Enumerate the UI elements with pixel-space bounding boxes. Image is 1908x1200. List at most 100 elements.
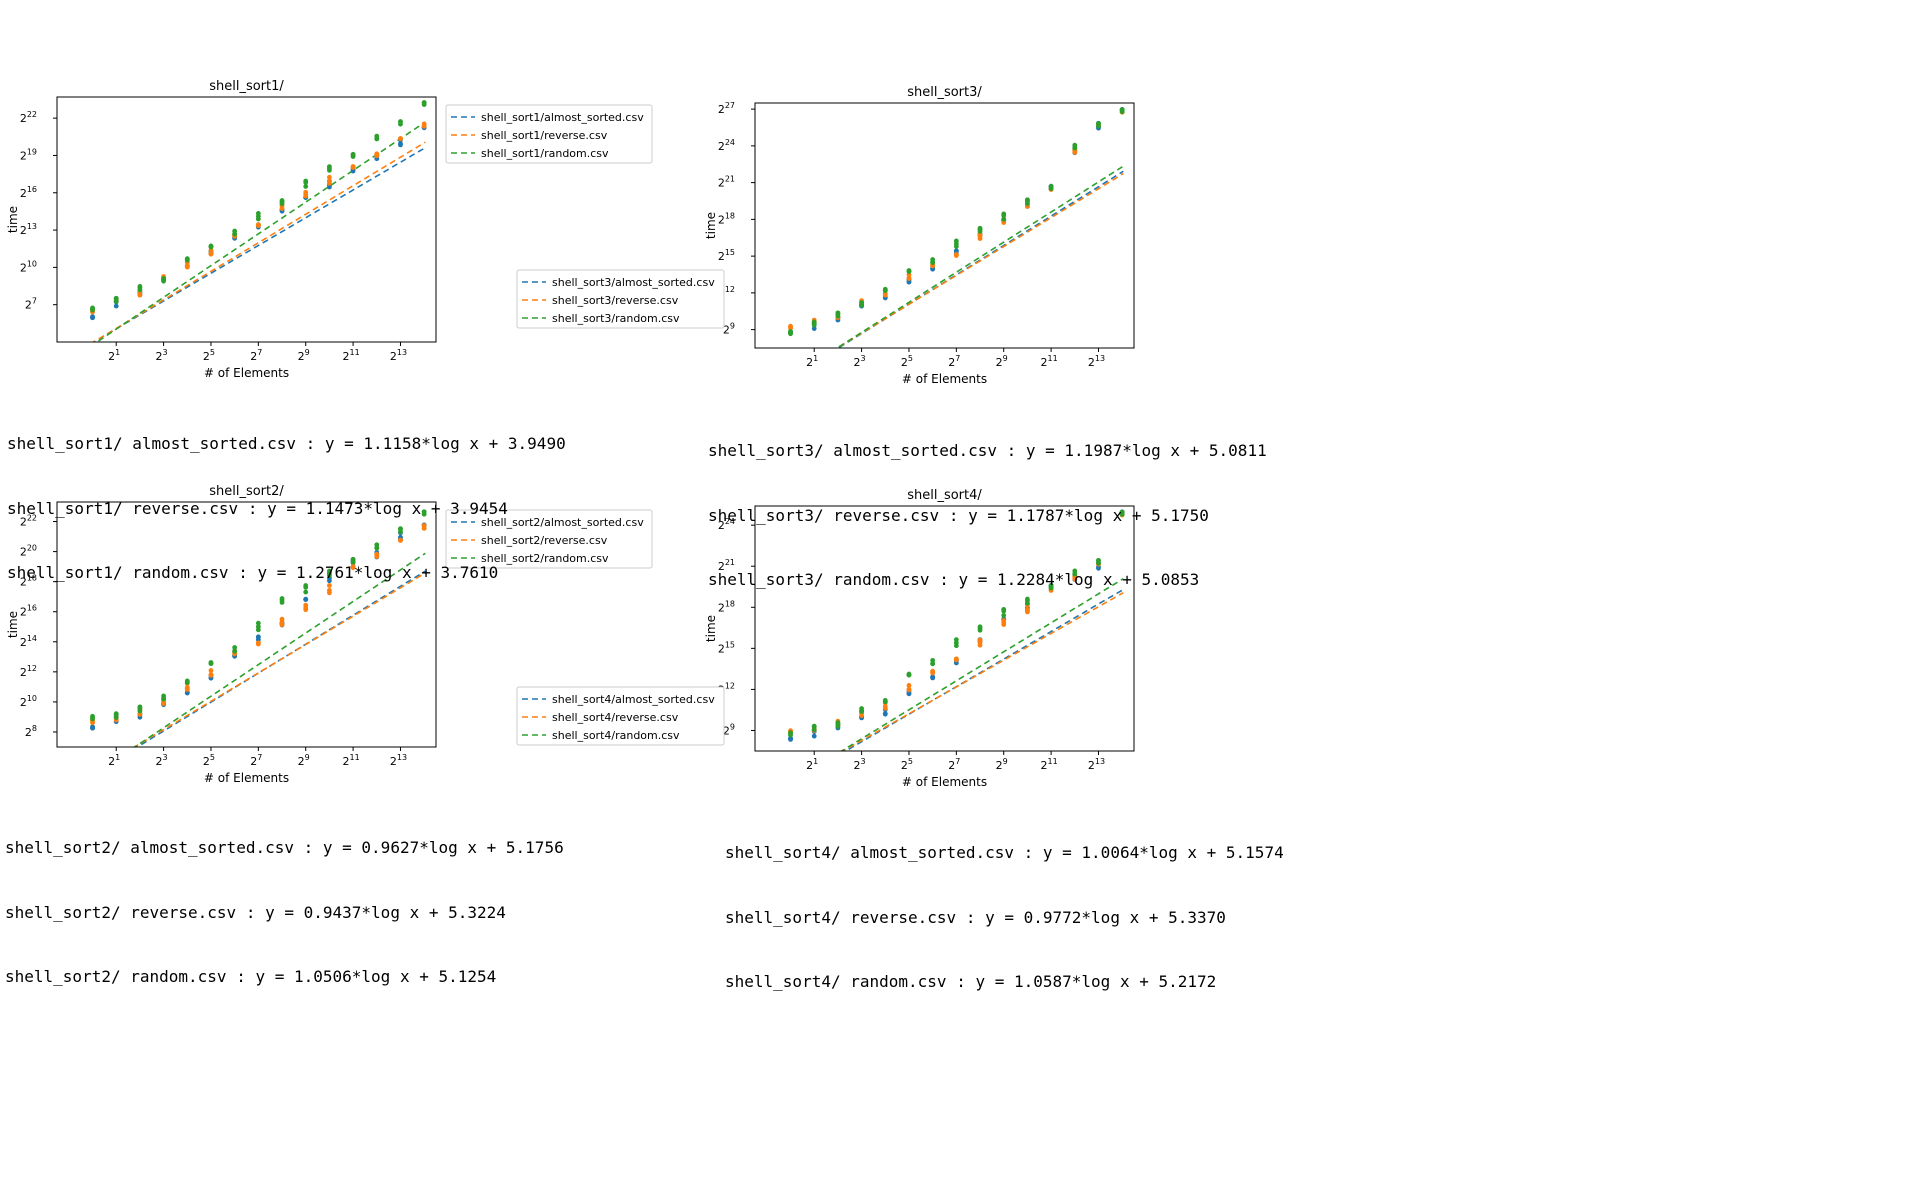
y-tick-exponent: 20 bbox=[27, 544, 37, 553]
x-tick-exponent: 9 bbox=[305, 348, 310, 357]
legend-box bbox=[516, 686, 725, 746]
data-point bbox=[255, 216, 261, 222]
data-point bbox=[398, 136, 403, 142]
y-tick-label: 212 bbox=[20, 664, 37, 679]
data-point bbox=[208, 668, 214, 673]
data-point bbox=[303, 584, 309, 590]
plot-area bbox=[788, 509, 1125, 751]
x-tick-label: 21 bbox=[806, 354, 818, 369]
data-point bbox=[184, 690, 190, 696]
y-tick-exponent: 12 bbox=[725, 681, 735, 690]
data-point bbox=[303, 596, 309, 602]
fit-line: shell_sort3/ random.csv : y = 1.2284*log… bbox=[708, 570, 1200, 589]
x-axis-label: # of Elements bbox=[902, 372, 987, 386]
data-point bbox=[1048, 583, 1054, 589]
x-tick-label: 23 bbox=[156, 753, 168, 768]
x-tick-exponent: 1 bbox=[813, 354, 818, 363]
y-tick-exponent: 10 bbox=[27, 694, 37, 703]
data-point bbox=[1001, 622, 1007, 627]
y-tick-exponent: 12 bbox=[725, 285, 735, 294]
fit-line: shell_sort1/ random.csv : y = 1.2761*log… bbox=[7, 563, 499, 582]
x-tick-exponent: 11 bbox=[350, 348, 360, 357]
data-point bbox=[906, 268, 912, 273]
x-tick-exponent: 1 bbox=[115, 753, 120, 762]
data-point bbox=[953, 643, 959, 649]
data-point bbox=[350, 152, 356, 158]
x-tick-exponent: 7 bbox=[257, 753, 262, 762]
legend-label: shell_sort3/random.csv bbox=[552, 312, 680, 325]
data-point bbox=[1048, 184, 1054, 190]
chart-title: shell_sort4/ bbox=[907, 488, 982, 503]
y-tick-label: 216 bbox=[20, 604, 37, 619]
data-point bbox=[255, 640, 261, 646]
data-point bbox=[906, 683, 912, 688]
y-tick-exponent: 18 bbox=[725, 211, 735, 220]
data-point bbox=[1025, 598, 1030, 604]
y-tick-exponent: 15 bbox=[725, 640, 735, 649]
y-tick-label: 224 bbox=[718, 138, 735, 153]
y-tick-exponent: 13 bbox=[27, 222, 37, 231]
data-point bbox=[1119, 509, 1125, 515]
x-tick-exponent: 13 bbox=[1095, 757, 1105, 766]
data-point bbox=[113, 299, 119, 304]
data-point bbox=[208, 660, 214, 665]
y-axis-label: time bbox=[704, 615, 718, 642]
y-tick-label: 221 bbox=[718, 175, 735, 190]
x-tick-exponent: 5 bbox=[908, 354, 913, 363]
y-tick-label: 29 bbox=[723, 722, 735, 737]
data-point bbox=[1001, 216, 1007, 222]
fit-line: shell_sort2/ almost_sorted.csv : y = 0.9… bbox=[5, 838, 564, 857]
x-tick-label: 23 bbox=[854, 354, 866, 369]
legend-label: shell_sort4/almost_sorted.csv bbox=[552, 693, 715, 706]
data-point bbox=[327, 174, 332, 180]
data-point bbox=[835, 313, 841, 319]
fit-line: shell_sort4/ random.csv : y = 1.0587*log… bbox=[725, 972, 1217, 991]
data-point bbox=[113, 715, 119, 720]
data-point bbox=[977, 233, 983, 239]
plot-frame bbox=[754, 102, 1135, 349]
data-point bbox=[1119, 107, 1125, 113]
y-tick-exponent: 14 bbox=[27, 634, 37, 643]
data-point bbox=[882, 288, 888, 293]
data-point bbox=[374, 136, 380, 141]
data-point bbox=[882, 711, 888, 717]
data-point bbox=[327, 583, 332, 588]
fit-line: shell_sort3/ reverse.csv : y = 1.1787*lo… bbox=[708, 505, 1209, 525]
x-tick-label: 29 bbox=[298, 753, 310, 768]
x-tick-exponent: 3 bbox=[163, 348, 168, 357]
data-point bbox=[90, 720, 95, 726]
fit-line-shell_sort2/random.csv bbox=[133, 552, 426, 747]
legend-label: shell_sort2/almost_sorted.csv bbox=[481, 516, 644, 529]
data-point bbox=[811, 733, 817, 739]
y-tick-exponent: 9 bbox=[730, 722, 735, 731]
data-point bbox=[835, 723, 841, 729]
data-point bbox=[398, 529, 403, 535]
x-tick-label: 29 bbox=[996, 757, 1008, 772]
fit-results-shell-sort4: shell_sort4/ almost_sorted.csv : y = 1.0… bbox=[725, 799, 1284, 1014]
x-tick-exponent: 11 bbox=[1048, 757, 1058, 766]
x-tick-label: 213 bbox=[1088, 354, 1105, 369]
y-axis-label: time bbox=[6, 206, 20, 233]
data-point bbox=[137, 284, 143, 289]
chart-title: shell_sort2/ bbox=[209, 484, 284, 499]
data-point bbox=[1096, 123, 1101, 129]
data-point bbox=[906, 690, 912, 696]
legend-label: shell_sort2/reverse.csv bbox=[481, 534, 608, 547]
chart-title: shell_sort3/ bbox=[907, 85, 982, 100]
data-point bbox=[208, 243, 214, 249]
data-point bbox=[208, 251, 214, 257]
data-point bbox=[137, 287, 143, 293]
data-point bbox=[374, 153, 380, 159]
y-axis-label: time bbox=[6, 611, 20, 638]
y-tick-exponent: 15 bbox=[725, 248, 735, 257]
fit-line-shell_sort4/reverse.csv bbox=[841, 591, 1124, 751]
data-point bbox=[350, 557, 356, 563]
chart-shell-sort2: shell_sort2/21 23 25 27 29 211 213282102122142… bbox=[6, 484, 653, 785]
x-tick-exponent: 3 bbox=[861, 354, 866, 363]
data-point bbox=[398, 121, 403, 127]
data-point bbox=[184, 263, 190, 268]
data-point bbox=[977, 624, 983, 630]
x-tick-exponent: 1 bbox=[813, 757, 818, 766]
x-tick-label: 21 bbox=[108, 753, 120, 768]
legend-label: shell_sort4/reverse.csv bbox=[552, 711, 679, 724]
